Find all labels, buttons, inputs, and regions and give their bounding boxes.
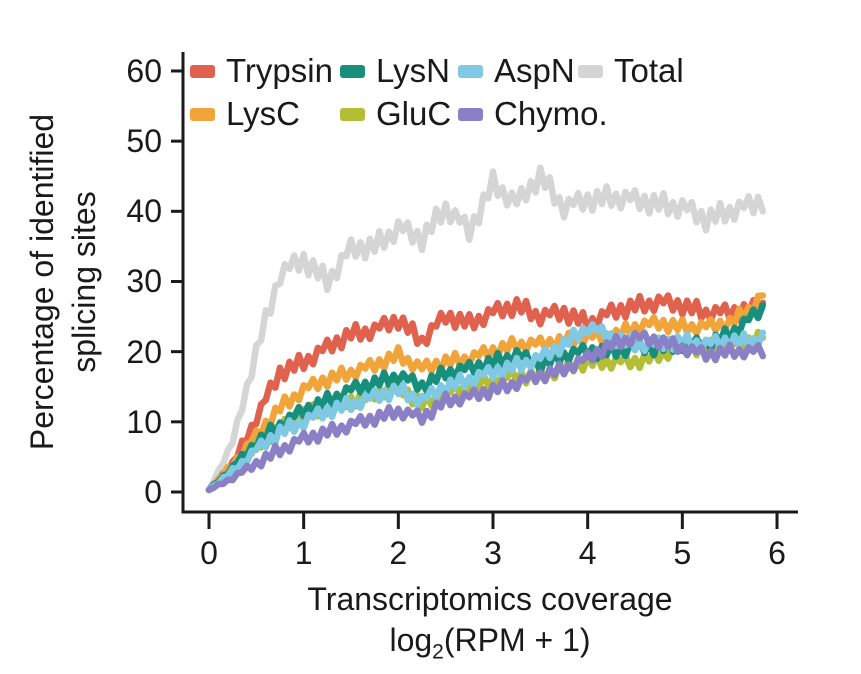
legend-swatch-trypsin [190,64,215,78]
x-axis-log-suffix: (RPM + 1) [443,622,591,658]
legend-item-gluc: GluC [340,93,451,135]
legend-swatch-chymo [458,107,483,121]
series-line-lysc [205,292,767,494]
legend-label-gluc: GluC [376,95,452,132]
legend-label-trypsin: Trypsin [226,52,333,89]
y-axis-title: Percentage of identified splicing sites [21,32,105,532]
legend-label-chymo: Chymo. [494,95,608,132]
legend-item-aspn: AspN [458,50,575,92]
legend-item-chymo: Chymo. [458,93,608,135]
legend-swatch-lysn [340,64,365,78]
legend-item-lysn: LysN [340,50,450,92]
x-axis-title: Transcriptomics coverage [307,581,673,617]
y-axis-title-line1: Percentage of identified [24,113,60,451]
axis-spines [181,52,798,514]
x-axis-subtitle: log2(RPM + 1) [190,620,790,672]
legend-swatch-aspn [458,64,483,78]
legend-item-lysc: LysC [190,93,300,135]
legend-item-total: Total [578,50,684,92]
series-line-trypsin [205,292,767,494]
series-line-total [205,164,767,494]
x-axis-log-prefix: log [389,622,433,658]
series-line-chymo [205,329,767,494]
legend-swatch-lysc [190,107,215,121]
legend-label-aspn: AspN [494,52,575,89]
legend-label-lysn: LysN [376,52,450,89]
x-axis-log-subscript: 2 [432,640,444,664]
legend-label-total: Total [614,52,684,89]
y-axis-title-line2: splicing sites [66,191,102,373]
legend-swatch-total [578,64,603,78]
legend-label-lysc: LysC [226,95,300,132]
legend-item-trypsin: Trypsin [190,50,333,92]
legend-swatch-gluc [340,107,365,121]
